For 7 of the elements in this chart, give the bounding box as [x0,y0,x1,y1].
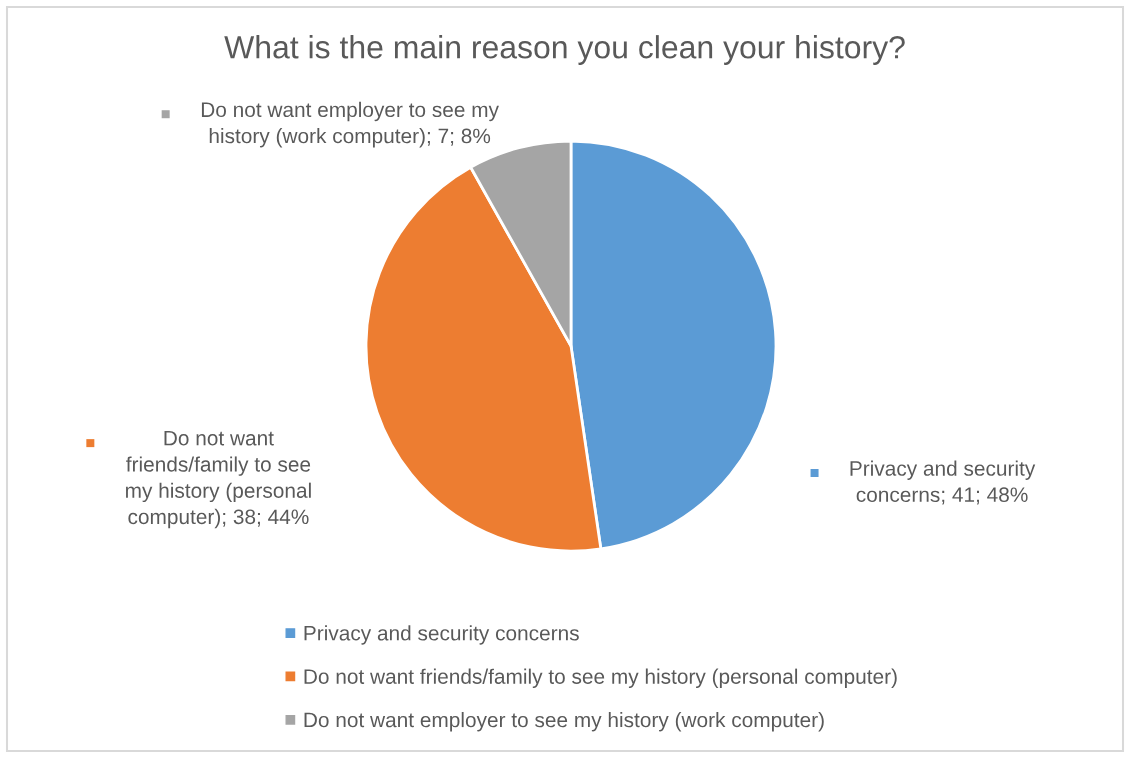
legend-label: Do not want friends/family to see my history (personal computer) [304,668,897,689]
data-label: Do not want employer to see my history (work computer); 7; 8% [201,101,499,148]
legend-label: Do not want employer to see my history (work computer) [304,712,824,732]
data-label: Privacy and security concerns; 41; 48% [850,460,1036,505]
chart-title: What is the main reason you clean your history? [224,35,905,65]
data-label: Do not want friends/family to see my history (personal computer); 38; 44% [126,430,311,529]
legend-label: Privacy and security concerns [304,625,579,645]
